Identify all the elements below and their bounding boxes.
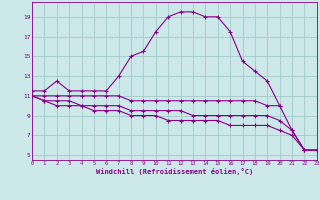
X-axis label: Windchill (Refroidissement éolien,°C): Windchill (Refroidissement éolien,°C)	[96, 168, 253, 175]
